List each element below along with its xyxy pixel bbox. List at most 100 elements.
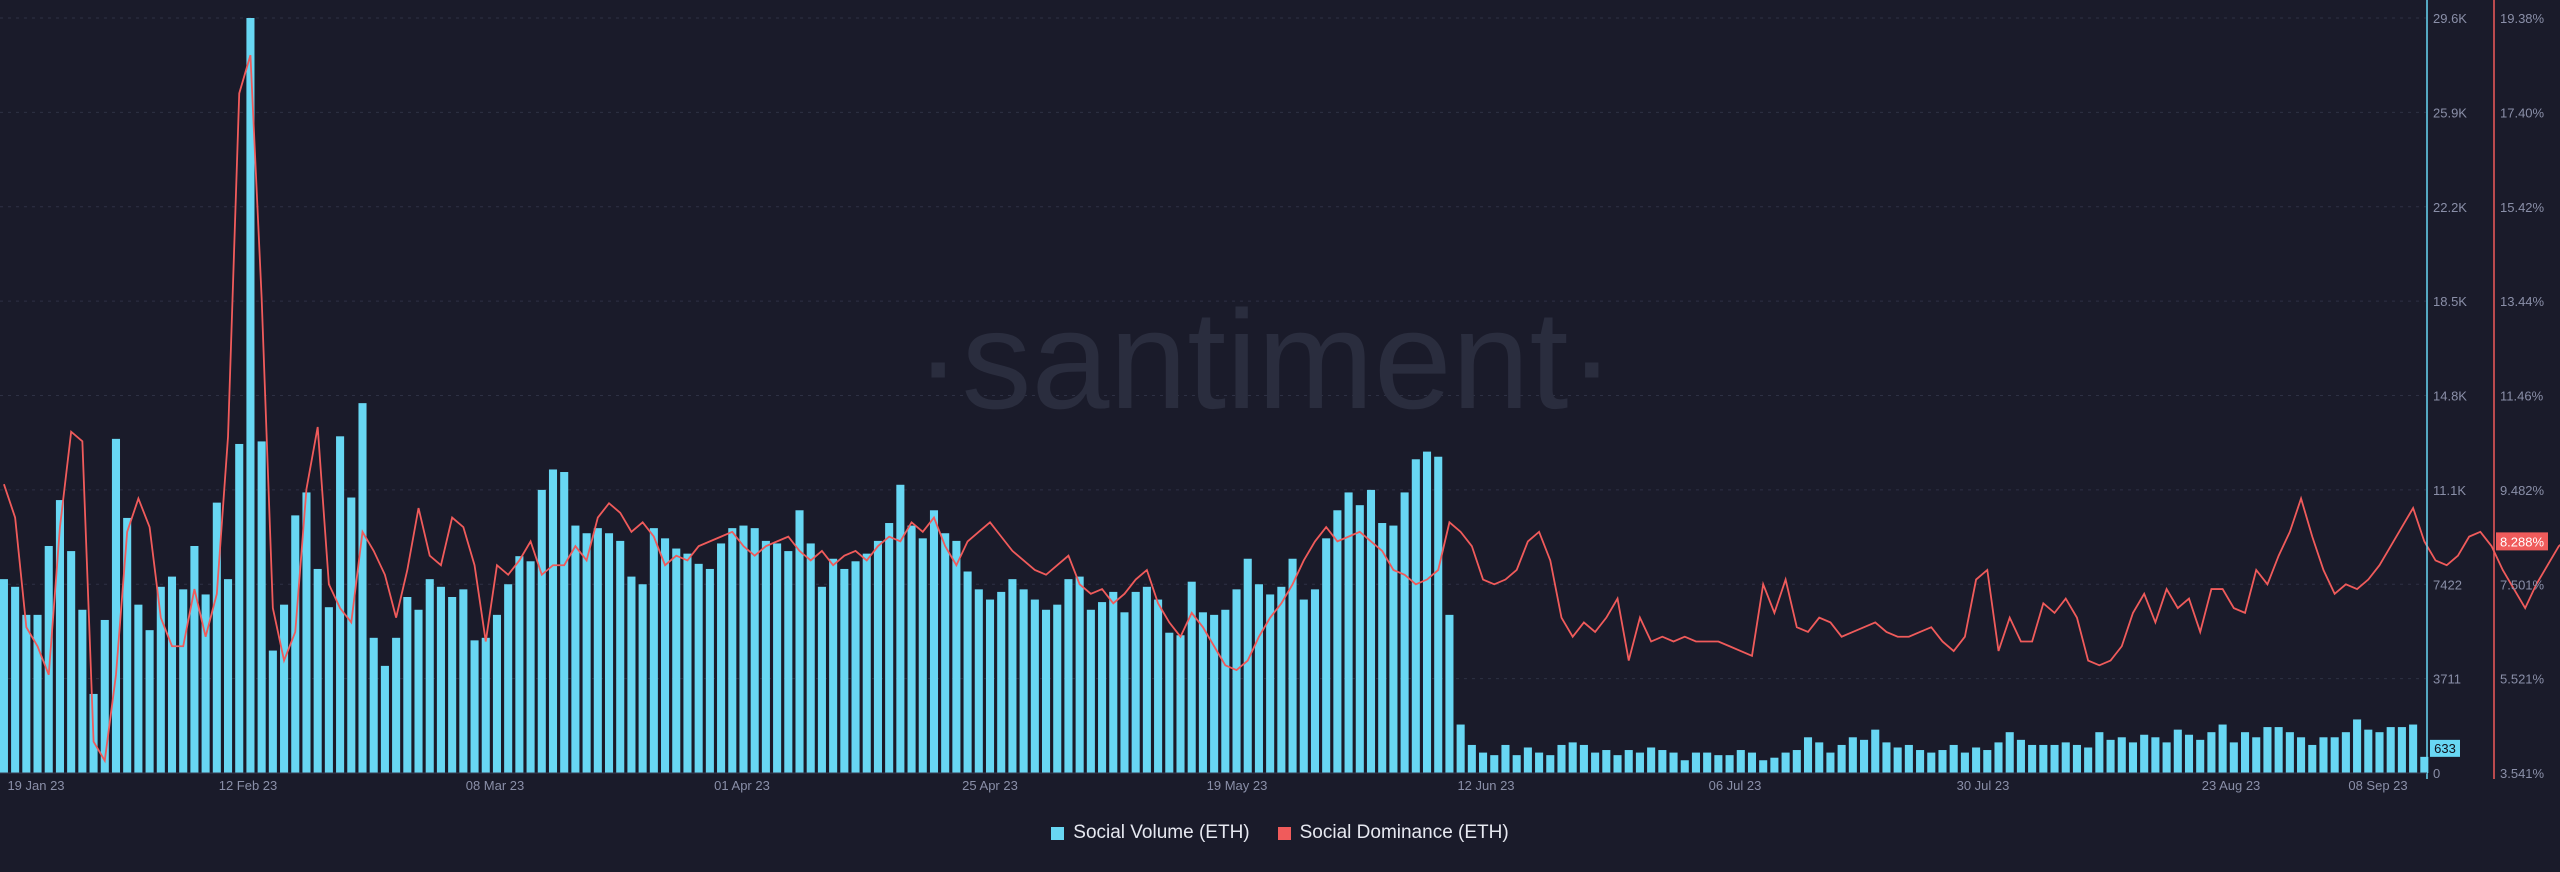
volume-bar[interactable] bbox=[1871, 729, 1880, 773]
volume-bar[interactable] bbox=[403, 597, 412, 773]
volume-bar[interactable] bbox=[22, 614, 31, 773]
volume-bar[interactable] bbox=[392, 637, 401, 773]
volume-bar[interactable] bbox=[1927, 752, 1936, 773]
volume-bar[interactable] bbox=[1277, 586, 1286, 773]
volume-bar[interactable] bbox=[1848, 737, 1857, 773]
volume-bar[interactable] bbox=[156, 586, 165, 773]
volume-bar[interactable] bbox=[1759, 760, 1768, 773]
volume-bar[interactable] bbox=[1109, 591, 1118, 773]
volume-bar[interactable] bbox=[694, 563, 703, 773]
volume-bar[interactable] bbox=[2319, 737, 2328, 773]
volume-bar[interactable] bbox=[1803, 737, 1813, 773]
volume-bar[interactable] bbox=[784, 551, 793, 773]
volume-bar[interactable] bbox=[1546, 755, 1555, 773]
volume-bar[interactable] bbox=[2072, 744, 2081, 773]
volume-bar[interactable] bbox=[1781, 752, 1790, 773]
volume-bar[interactable] bbox=[560, 472, 569, 773]
volume-bar[interactable] bbox=[582, 533, 591, 773]
volume-bar[interactable] bbox=[2274, 727, 2283, 773]
volume-bar[interactable] bbox=[504, 584, 513, 773]
volume-bar[interactable] bbox=[1680, 760, 1689, 773]
volume-bar[interactable] bbox=[369, 637, 378, 773]
volume-bar[interactable] bbox=[2330, 737, 2339, 773]
volume-bar[interactable] bbox=[1669, 752, 1678, 773]
volume-bar[interactable] bbox=[2386, 727, 2395, 773]
volume-bar[interactable] bbox=[1389, 525, 1398, 773]
volume-bar[interactable] bbox=[1725, 755, 1734, 773]
volume-bar[interactable] bbox=[2184, 734, 2194, 773]
volume-bar[interactable] bbox=[481, 637, 490, 773]
volume-bar[interactable] bbox=[2364, 729, 2373, 773]
volume-bar[interactable] bbox=[907, 525, 916, 773]
volume-bar[interactable] bbox=[123, 517, 132, 773]
volume-bar[interactable] bbox=[1344, 492, 1353, 773]
volume-bar[interactable] bbox=[2106, 739, 2115, 773]
volume-bar[interactable] bbox=[1042, 609, 1051, 773]
volume-bar[interactable] bbox=[2016, 739, 2025, 773]
volume-bar[interactable] bbox=[1904, 744, 1913, 773]
volume-bar[interactable] bbox=[78, 609, 87, 773]
volume-bar[interactable] bbox=[963, 571, 972, 774]
volume-bar[interactable] bbox=[2151, 737, 2160, 773]
volume-bar[interactable] bbox=[100, 619, 109, 773]
volume-bar[interactable] bbox=[2005, 732, 2014, 773]
volume-bar[interactable] bbox=[997, 591, 1006, 773]
volume-bar[interactable] bbox=[448, 597, 457, 773]
volume-bar[interactable] bbox=[67, 551, 76, 773]
volume-bar[interactable] bbox=[929, 510, 939, 773]
volume-bar[interactable] bbox=[33, 614, 42, 773]
volume-bar[interactable] bbox=[661, 538, 670, 773]
volume-bar[interactable] bbox=[2241, 732, 2250, 773]
volume-bar[interactable] bbox=[414, 609, 423, 773]
volume-bar[interactable] bbox=[1467, 744, 1476, 773]
volume-bar[interactable] bbox=[2061, 742, 2070, 773]
volume-bar[interactable] bbox=[1512, 755, 1521, 773]
volume-bar[interactable] bbox=[167, 576, 177, 773]
volume-bar[interactable] bbox=[1232, 589, 1241, 773]
volume-bar[interactable] bbox=[1523, 747, 1532, 773]
volume-bar[interactable] bbox=[952, 540, 961, 773]
volume-bar[interactable] bbox=[806, 543, 815, 773]
volume-bar[interactable] bbox=[1221, 609, 1230, 773]
volume-bar[interactable] bbox=[201, 594, 210, 773]
volume-bar[interactable] bbox=[1445, 614, 1454, 773]
volume-bar[interactable] bbox=[1434, 456, 1443, 773]
volume-bar[interactable] bbox=[2117, 737, 2126, 773]
volume-bar[interactable] bbox=[1142, 586, 1151, 773]
volume-bar[interactable] bbox=[1310, 589, 1320, 773]
volume-bar[interactable] bbox=[55, 500, 64, 773]
volume-bar[interactable] bbox=[638, 584, 647, 773]
volume-bar[interactable] bbox=[1535, 752, 1544, 773]
volume-bar[interactable] bbox=[179, 589, 188, 773]
volume-bar[interactable] bbox=[2050, 744, 2059, 773]
volume-bar[interactable] bbox=[1490, 755, 1499, 773]
volume-bar[interactable] bbox=[1266, 594, 1275, 773]
volume-bar[interactable] bbox=[1288, 558, 1297, 773]
volume-bar[interactable] bbox=[649, 528, 658, 773]
volume-bar[interactable] bbox=[470, 640, 479, 773]
volume-bar[interactable] bbox=[918, 538, 927, 773]
volume-bar[interactable] bbox=[2207, 732, 2216, 773]
volume-bar[interactable] bbox=[627, 576, 636, 773]
volume-bar[interactable] bbox=[1635, 752, 1644, 773]
volume-bar[interactable] bbox=[2229, 742, 2238, 773]
volume-bar[interactable] bbox=[1254, 584, 1263, 773]
volume-bar[interactable] bbox=[1949, 744, 1958, 773]
volume-bar[interactable] bbox=[1411, 459, 1420, 773]
volume-bar[interactable] bbox=[2218, 724, 2227, 773]
volume-bar[interactable] bbox=[2084, 747, 2093, 773]
volume-bar[interactable] bbox=[2341, 732, 2350, 773]
volume-bar[interactable] bbox=[1098, 602, 1107, 773]
volume-bar[interactable] bbox=[1860, 739, 1869, 773]
volume-bar[interactable] bbox=[492, 614, 501, 773]
volume-bar[interactable] bbox=[1355, 505, 1364, 773]
volume-bar[interactable] bbox=[1008, 579, 1017, 773]
volume-bar[interactable] bbox=[1972, 747, 1981, 773]
volume-bar[interactable] bbox=[2252, 737, 2261, 773]
volume-bar[interactable] bbox=[1994, 742, 2003, 773]
volume-bar[interactable] bbox=[1815, 742, 1824, 773]
volume-bar[interactable] bbox=[2353, 719, 2362, 773]
volume-bar[interactable] bbox=[1210, 614, 1219, 773]
volume-bar[interactable] bbox=[313, 568, 322, 773]
volume-bar[interactable] bbox=[2173, 729, 2182, 773]
